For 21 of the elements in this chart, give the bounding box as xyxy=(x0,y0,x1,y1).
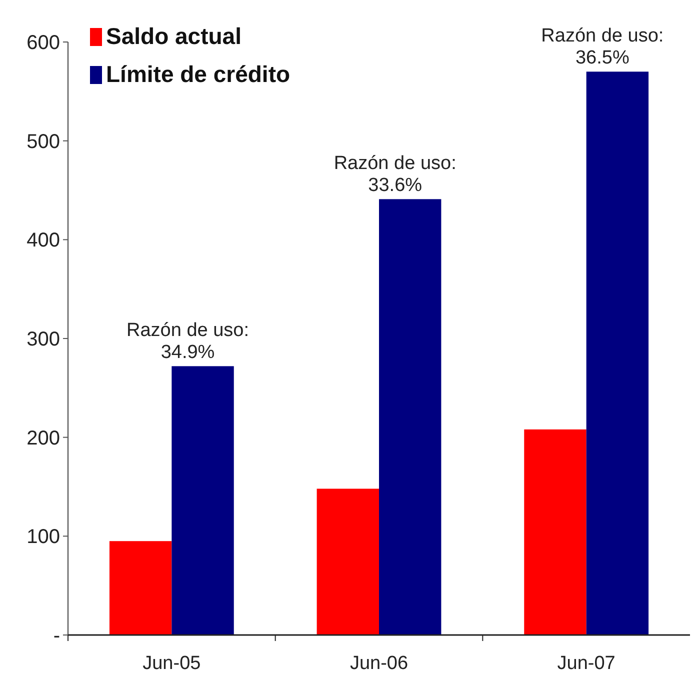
bar xyxy=(172,366,234,635)
bar xyxy=(524,429,586,635)
bar xyxy=(379,199,442,635)
x-tick-label: Jun-05 xyxy=(142,653,201,674)
y-tick-label: 600 xyxy=(26,32,60,54)
y-tick-label: 100 xyxy=(26,526,60,548)
x-tick-label: Jun-07 xyxy=(557,653,616,674)
y-tick-label: 400 xyxy=(26,230,60,252)
y-tick-label: 300 xyxy=(26,328,60,350)
annotation: Razón de uso: 33.6% xyxy=(334,153,456,196)
annotation: Razón de uso: 34.9% xyxy=(126,320,250,364)
y-tick-label: 500 xyxy=(26,130,60,153)
legend-label: Límite de crédito xyxy=(106,61,290,87)
bar xyxy=(109,541,172,635)
y-tick-label: - xyxy=(53,625,60,647)
annotation: Razón de uso: 36.5% xyxy=(541,26,664,69)
legend-label: Saldo actual xyxy=(106,23,242,49)
x-tick-label: Jun-06 xyxy=(350,653,408,674)
y-tick-label: 200 xyxy=(26,427,60,450)
bar xyxy=(586,72,649,635)
bar xyxy=(316,488,379,635)
